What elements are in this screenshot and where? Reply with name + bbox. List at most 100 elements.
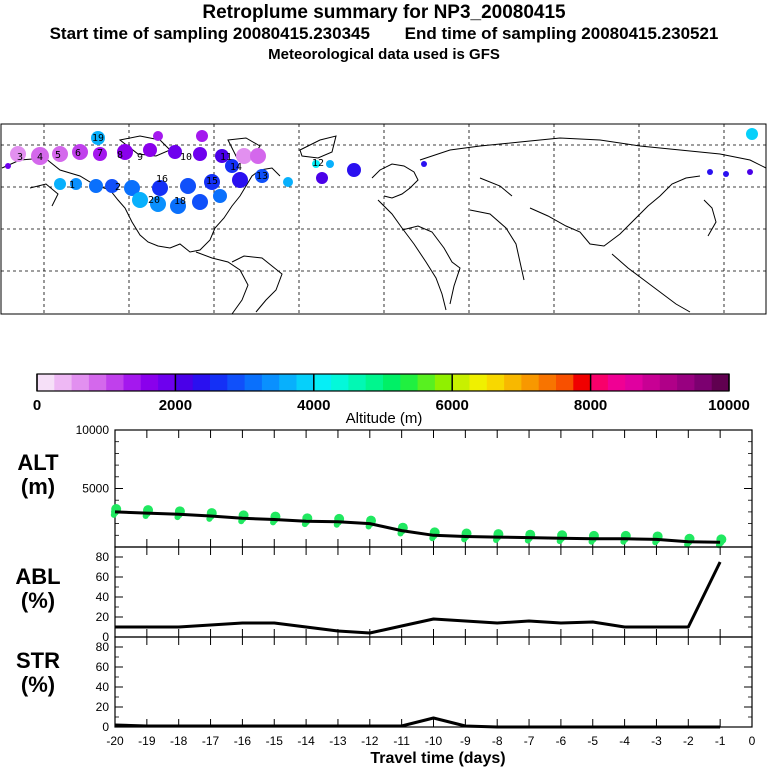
colorbar-cell — [313, 374, 332, 391]
world-map: 19 20 18 16 15 14 13 12 11 10 9 8 7 6 5 4 3 2 1 — [0, 123, 767, 315]
y-tick-label: 60 — [96, 570, 110, 584]
x-tick-label: -2 — [683, 734, 694, 748]
colorbar-cells — [37, 374, 730, 391]
timeseries-panels: 500010000ALT(m)020406080ABL(%)020406080S… — [15, 423, 755, 748]
plume-marker — [89, 179, 103, 193]
plume-marker — [70, 178, 82, 190]
sampling-times: Start time of sampling 20080415.230345 E… — [0, 24, 768, 44]
colorbar-cell — [123, 374, 142, 391]
panel-alt: 5000 10000 ALT(m) — [17, 423, 753, 549]
x-tick-label: -4 — [619, 734, 630, 748]
colorbar-cell — [417, 374, 436, 391]
panel-label: (%) — [21, 672, 55, 697]
plume-marker — [747, 169, 753, 175]
colorbar-cell — [71, 374, 90, 391]
x-tick-label: -14 — [297, 734, 315, 748]
plume-marker — [326, 160, 334, 168]
altitude-scatter — [110, 503, 727, 549]
colorbar-cell — [279, 374, 297, 391]
plume-marker — [347, 163, 361, 177]
plume-marker — [72, 144, 88, 160]
plume-day-label: 7 — [97, 148, 103, 159]
plume-day-label: 13 — [256, 171, 268, 182]
colorbar-cell — [88, 374, 107, 391]
plume-day-label: 6 — [75, 148, 81, 159]
plume-marker — [150, 196, 166, 212]
plume-day-label: 1 — [69, 180, 75, 191]
colorbar-cell — [54, 374, 73, 391]
colorbar-cell — [659, 374, 678, 391]
plume-marker — [421, 161, 427, 167]
plume-day-label: 19 — [92, 133, 104, 144]
plume-markers — [5, 128, 758, 214]
x-tick-label: -17 — [202, 734, 220, 748]
x-tick-label: -9 — [460, 734, 471, 748]
colorbar-tick-label: 8000 — [574, 397, 607, 414]
plume-marker — [143, 143, 157, 157]
plume-marker — [10, 146, 26, 162]
colorbar-cell — [556, 374, 574, 391]
plume-day-label: 9 — [137, 152, 143, 163]
colorbar-cell — [538, 374, 557, 391]
x-tick-label: -7 — [524, 734, 535, 748]
x-tick-label: -16 — [234, 734, 252, 748]
x-tick-label: -8 — [492, 734, 503, 748]
series-line-alt — [114, 510, 721, 544]
colorbar-cell — [37, 374, 55, 391]
panel-label: (%) — [21, 588, 55, 613]
plume-day-label: 15 — [206, 176, 218, 187]
x-tick-label: -12 — [361, 734, 379, 748]
map-coastlines — [1, 135, 767, 315]
series-line-abl — [115, 561, 722, 635]
plume-day-label: 10 — [180, 152, 192, 163]
plume-marker — [283, 177, 293, 187]
x-tick-label: -1 — [715, 734, 726, 748]
x-tick-label: -5 — [587, 734, 598, 748]
panel-label: (m) — [21, 474, 55, 499]
colorbar-tick-label: 4000 — [297, 397, 330, 414]
x-tick-label: -18 — [170, 734, 188, 748]
plume-marker — [250, 148, 266, 164]
colorbar-cell — [504, 374, 522, 391]
plume-marker — [124, 180, 140, 196]
plume-marker — [117, 144, 133, 160]
colorbar-cell — [348, 374, 367, 391]
colorbar-axis-label: Altitude (m) — [346, 410, 423, 427]
plume-marker — [132, 192, 148, 208]
y-tick-label: 40 — [96, 590, 110, 604]
colorbar-tick-label: 6000 — [436, 397, 469, 414]
colorbar-cell — [210, 374, 228, 391]
plume-marker — [232, 172, 248, 188]
plume-day-label: 2 — [115, 182, 121, 193]
y-tick-label: 0 — [102, 630, 109, 644]
plume-marker — [225, 159, 239, 173]
plume-marker — [204, 174, 220, 190]
colorbar-cell — [434, 374, 453, 391]
y-tick-label: 60 — [96, 660, 110, 674]
plume-marker — [5, 163, 11, 169]
colorbar-tick-label: 10000 — [708, 397, 750, 414]
y-tick-label: 5000 — [82, 482, 109, 496]
colorbar-cell — [590, 374, 609, 391]
colorbar-cell — [607, 374, 626, 391]
colorbar-cell — [158, 374, 176, 391]
plume-marker — [54, 178, 66, 190]
plume-marker — [312, 160, 320, 168]
x-tick-label: -15 — [266, 734, 284, 748]
colorbar-ticks: 0 2000 4000 6000 8000 10000 — [33, 374, 750, 414]
plume-day-labels: 19 20 18 16 15 14 13 12 11 10 9 8 7 6 5 4 3 2 1 — [17, 133, 324, 207]
plume-marker — [236, 148, 252, 164]
colorbar-cell — [625, 374, 643, 391]
plume-day-label: 14 — [230, 162, 242, 173]
start-time-label: Start time of sampling 20080415.230345 — [49, 24, 370, 43]
plume-marker — [723, 171, 729, 177]
colorbar-cell — [244, 374, 263, 391]
colorbar-cell — [452, 374, 470, 391]
plume-day-label: 12 — [312, 158, 324, 169]
colorbar-cell — [469, 374, 488, 391]
plume-marker — [707, 169, 713, 175]
series-line-str — [114, 716, 721, 729]
plume-marker — [192, 194, 208, 210]
x-tick-label: 0 — [749, 734, 756, 748]
